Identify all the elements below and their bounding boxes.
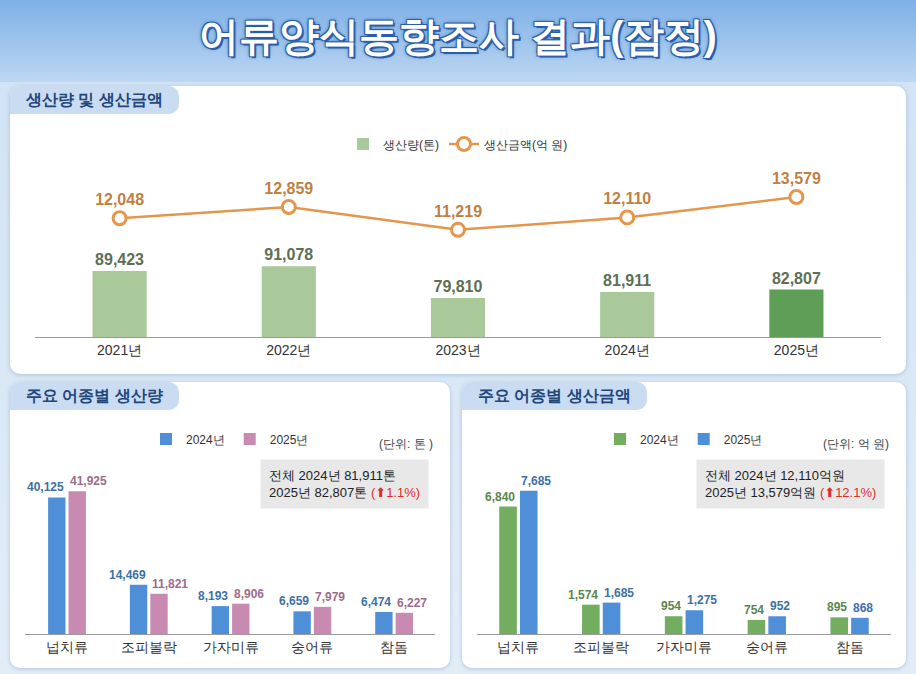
html-text:생산량 및 생산금액: 생산량 및 생산금액 [26,91,163,108]
svg-text:11,821: 11,821 [152,577,188,591]
svg-text:6,659: 6,659 [279,594,309,608]
svg-text:(단위: 톤 ): (단위: 톤 ) [379,437,433,451]
svg-text:79,810: 79,810 [433,278,482,295]
svg-text:41,925: 41,925 [70,474,107,488]
svg-text:숭어류: 숭어류 [291,639,333,655]
svg-text:전체 2024년 81,911톤2025년 82,807톤: 전체 2024년 81,911톤2025년 82,807톤 (⬆1.1%) [269,468,420,500]
svg-text:조피볼락: 조피볼락 [121,639,177,655]
svg-text:생산금액(억 원): 생산금액(억 원) [484,138,567,152]
html-text:어류양식동향조사 결과(잠정): 어류양식동향조사 결과(잠정) [199,14,717,58]
svg-text:참돔: 참돔 [836,639,864,655]
svg-text:11,219: 11,219 [434,203,482,220]
svg-text:6,227: 6,227 [397,596,427,610]
svg-text:2024년: 2024년 [186,433,225,447]
svg-text:8,906: 8,906 [234,587,264,601]
svg-text:1,574: 1,574 [568,588,598,602]
svg-text:2022년: 2022년 [266,342,311,358]
svg-text:952: 952 [770,599,790,613]
svg-text:13,579: 13,579 [772,170,821,187]
svg-text:2024년: 2024년 [605,342,650,358]
svg-text:1,275: 1,275 [687,593,717,607]
svg-text:7,685: 7,685 [521,474,551,488]
svg-text:868: 868 [853,601,873,615]
svg-text:넙치류: 넙치류 [46,639,88,655]
svg-text:2025년: 2025년 [724,433,763,447]
svg-text:2024년: 2024년 [640,433,679,447]
svg-text:91,078: 91,078 [264,246,313,263]
svg-text:참돔: 참돔 [380,639,408,655]
svg-text:6,474: 6,474 [361,595,391,609]
svg-text:8,193: 8,193 [198,589,228,603]
svg-text:12,859: 12,859 [264,180,313,197]
svg-text:가자미류: 가자미류 [203,639,259,655]
svg-text:1,685: 1,685 [604,586,634,600]
svg-text:2025년: 2025년 [774,342,819,358]
svg-text:(단위: 억 원): (단위: 억 원) [823,437,889,451]
svg-text:생산량(톤): 생산량(톤) [383,138,439,152]
svg-text:전체 2024년 12,110억원2025년 13,579억: 전체 2024년 12,110억원2025년 13,579억원 (⬆12.1%) [705,468,876,500]
svg-text:954: 954 [661,599,681,613]
svg-text:14,469: 14,469 [109,568,146,582]
svg-text:넙치류: 넙치류 [497,639,539,655]
svg-text:2023년: 2023년 [435,342,480,358]
svg-text:숭어류: 숭어류 [746,639,788,655]
html-text:주요 어종별 생산금액: 주요 어종별 생산금액 [478,387,631,404]
svg-text:12,110: 12,110 [603,190,651,207]
svg-text:895: 895 [827,600,847,614]
svg-text:2025년: 2025년 [270,433,309,447]
svg-text:40,125: 40,125 [27,480,64,494]
svg-text:7,979: 7,979 [315,590,345,604]
svg-text:89,423: 89,423 [95,251,144,268]
svg-text:조피볼락: 조피볼락 [573,639,629,655]
svg-text:82,807: 82,807 [772,270,821,287]
svg-text:81,911: 81,911 [603,272,651,289]
svg-text:2021년: 2021년 [97,342,142,358]
svg-text:6,840: 6,840 [485,490,515,504]
svg-text:가자미류: 가자미류 [656,639,712,655]
html-text:주요 어종별 생산량: 주요 어종별 생산량 [26,387,163,404]
svg-text:12,048: 12,048 [95,191,144,208]
svg-text:754: 754 [744,603,764,617]
